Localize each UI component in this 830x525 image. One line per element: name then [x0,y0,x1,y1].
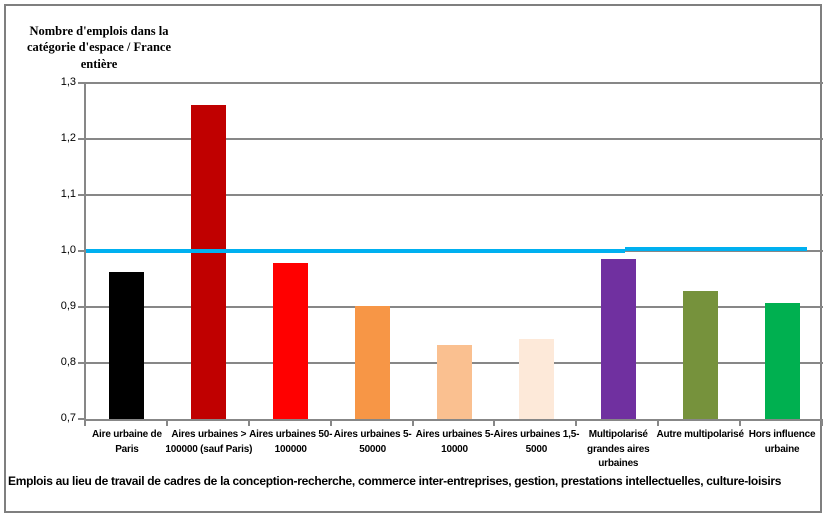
x-tick-mark [739,421,742,426]
bar [600,258,636,419]
bar [518,338,554,419]
x-tick-mark [84,421,86,426]
chart-caption: Emplois au lieu de travail de cadres de … [8,474,782,488]
x-axis-label: Aires urbaines 5-50000 [333,429,412,455]
x-axis-label: Aires urbaines 5-10000 [415,429,494,455]
x-axis-label: Autre multipolarisé [656,429,744,440]
bar [764,302,800,419]
x-axis-label: Aires urbaines 1,5-5000 [493,429,580,455]
x-tick-mark [493,421,496,426]
x-axis-label: Aire urbaine de Paris [92,429,162,455]
gridline [86,194,823,196]
y-tick-mark [78,418,86,420]
y-axis-tick-label: 1,0 [60,244,76,256]
bar [682,291,718,419]
bar [437,345,472,419]
x-tick-mark [821,421,823,426]
x-tick-mark [329,421,332,426]
x-axis-label: Aires urbaines 50-100000 [249,429,333,455]
y-axis-line [84,83,86,421]
bar [273,262,309,419]
y-tick-mark [78,138,86,140]
bar [191,104,227,419]
y-tick-mark [78,306,86,308]
y-axis-title: Nombre d'emplois dans la catégorie d'esp… [26,24,172,71]
y-tick-mark [78,194,86,196]
y-tick-mark [78,250,86,252]
x-tick-mark [165,421,168,426]
bar [109,272,145,419]
reference-line-segment [625,247,807,251]
x-tick-mark [657,421,660,426]
bar [355,305,391,419]
y-axis-tick-label: 0,9 [60,300,76,312]
y-axis-tick-label: 1,1 [60,188,76,200]
x-axis-line [84,419,823,421]
x-tick-mark [411,421,414,426]
y-axis-tick-label: 0,8 [60,356,76,368]
y-tick-mark [78,362,86,364]
x-axis-label: Aires urbaines > 100000 (sauf Paris) [165,429,253,455]
y-tick-mark [78,82,86,84]
x-axis-label: Multipolarisé grandes aires urbaines [587,429,650,469]
x-axis-label: Hors influence urbaine [748,429,816,455]
x-tick-mark [247,421,250,426]
gridline [86,306,823,308]
x-tick-mark [575,421,578,426]
y-axis-tick-label: 0,7 [60,412,76,424]
gridline [86,82,823,84]
gridline [86,138,823,140]
y-axis-tick-label: 1,2 [60,132,76,144]
chart-border-frame [4,4,822,513]
y-axis-tick-label: 1,3 [60,76,76,88]
reference-line-segment [86,249,625,253]
